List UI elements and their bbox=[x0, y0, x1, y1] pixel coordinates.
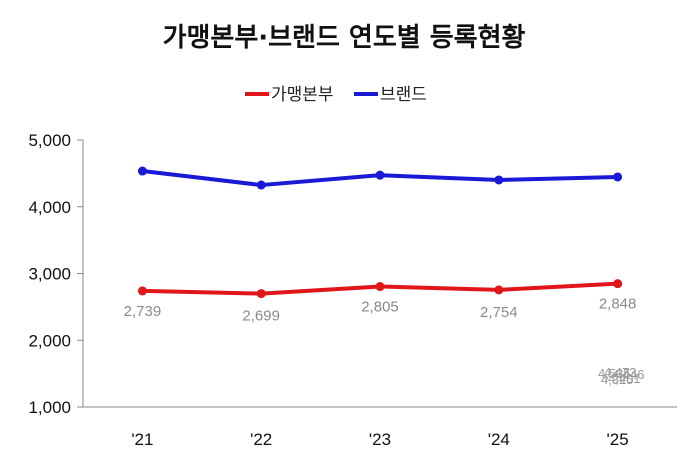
data-point bbox=[256, 180, 266, 190]
y-tick-label: 3,000 bbox=[28, 265, 71, 284]
x-axis-ticks: '21 '22 '23 '24 '25 bbox=[131, 430, 628, 449]
y-axis-ticks: 1,000 2,000 3,000 4,000 5,000 bbox=[28, 131, 83, 417]
data-point bbox=[137, 286, 147, 296]
overlapping-label: 4,325 bbox=[601, 372, 634, 387]
data-label: 2,754 bbox=[480, 304, 518, 321]
x-tick-label: '23 bbox=[369, 430, 391, 449]
chart-title: 가맹본부·브랜드 연도별 등록현황 bbox=[163, 23, 526, 53]
data-point bbox=[494, 285, 504, 295]
legend-label-brand: 브랜드 bbox=[380, 85, 427, 105]
legend: 가맹본부 브랜드 bbox=[245, 85, 427, 105]
overlapping-label: 4,401 bbox=[608, 371, 641, 386]
data-label: 2,805 bbox=[361, 299, 399, 316]
data-point bbox=[613, 172, 623, 182]
overlapping-label: 4,446 bbox=[612, 367, 645, 382]
data-point bbox=[256, 289, 266, 299]
data-point bbox=[375, 282, 385, 292]
overlapping-label: 4,535 bbox=[598, 366, 631, 381]
series-layer bbox=[137, 166, 623, 299]
data-labels: 2,739 2,699 2,805 2,754 2,848 bbox=[124, 296, 637, 325]
y-tick-label: 2,000 bbox=[28, 331, 71, 350]
x-tick-label: '22 bbox=[250, 430, 272, 449]
data-label: 2,699 bbox=[242, 308, 280, 325]
legend-label-franchise-hq: 가맹본부 bbox=[271, 85, 334, 105]
y-tick-label: 1,000 bbox=[28, 398, 71, 417]
y-tick-label: 4,000 bbox=[28, 198, 71, 217]
data-point bbox=[494, 175, 504, 185]
data-label: 2,848 bbox=[599, 296, 637, 313]
data-label: 2,739 bbox=[124, 303, 162, 320]
plot-frame bbox=[82, 140, 677, 408]
x-tick-label: '25 bbox=[607, 430, 629, 449]
data-point bbox=[137, 166, 147, 176]
x-tick-label: '24 bbox=[488, 430, 510, 449]
y-tick-label: 5,000 bbox=[28, 131, 71, 150]
overlapping-label: 4,473 bbox=[604, 365, 637, 380]
data-point bbox=[375, 170, 385, 180]
data-point bbox=[613, 279, 623, 289]
x-tick-label: '21 bbox=[131, 430, 153, 449]
